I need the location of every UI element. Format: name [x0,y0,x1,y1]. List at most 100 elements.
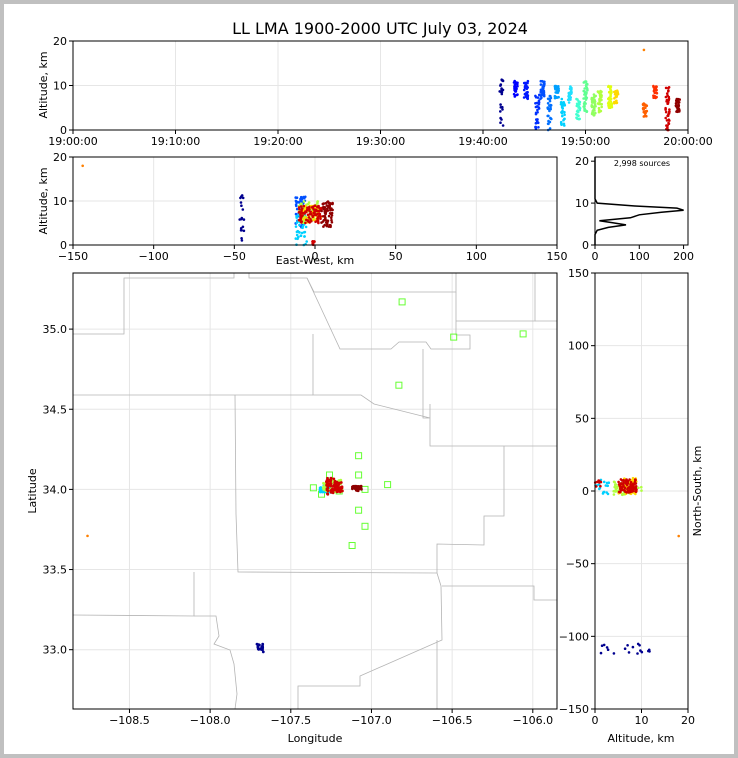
lightning-source [620,493,624,496]
lightning-source [261,650,265,654]
lightning-source [305,210,308,214]
lightning-source [316,201,319,205]
lightning-source [549,107,552,111]
time-axis-tick-label: 19:50:00 [561,135,610,148]
lightning-source [316,220,320,224]
lightning-source [332,477,336,481]
lightning-source [606,492,610,496]
lightning-source [609,87,612,91]
lightning-source [637,486,640,490]
lightning-source [238,218,241,221]
lightning-source [331,208,334,212]
lightning-source [499,103,502,106]
altitude-histogram-line [594,157,684,245]
lightning-source [583,107,586,110]
plan-view-grid [73,273,557,709]
ew-axis-tick-label: 100 [466,250,487,263]
lightning-source [600,644,604,647]
lightning-source [563,110,566,114]
sensor-station-marker [309,484,317,492]
lightning-source [546,122,550,126]
time-axis-tick-label: 19:40:00 [458,135,507,148]
lightning-source [513,95,517,98]
longitude-axis-tick-label: −108.0 [190,714,231,727]
lightning-source [642,48,646,52]
lightning-source [594,485,598,488]
lightning-source [569,91,572,95]
lightning-source [241,208,245,211]
lightning-source [311,242,315,245]
lightning-source [604,484,608,487]
plan-view-xlabel: Longitude [288,732,343,745]
lightning-source [308,212,312,216]
lightning-source [666,102,669,105]
lightning-source [578,117,581,121]
count-axis-tick-label: 100 [629,250,650,263]
lightning-source [667,118,671,121]
lightning-source [499,106,503,109]
lightning-source [512,92,516,96]
lightning-source [297,211,301,214]
lightning-source [258,643,261,647]
lightning-source [596,90,600,93]
lightning-source [303,230,307,234]
lightning-source [304,225,308,229]
lightning-source [514,88,518,91]
lightning-source [240,194,244,197]
county-boundary [234,394,505,574]
time-altitude-ylabel: Altitude, km [37,51,50,118]
lightning-source [607,84,610,88]
lightning-source [304,216,307,219]
lightning-source [667,121,670,125]
lightning-source [360,487,363,491]
lightning-source [626,487,629,491]
lightning-source [593,95,596,99]
lightning-source [539,83,543,86]
lightning-source [600,90,603,94]
lightning-source [575,97,578,101]
lightning-source [524,93,527,96]
count-axis-tick-label: 0 [592,250,599,263]
lightning-source [624,490,627,494]
lightning-source [314,220,317,223]
lightning-source [239,227,243,230]
lightning-source [629,480,633,484]
lightning-source [516,81,519,85]
lightning-source [305,240,309,243]
lightning-source [610,103,614,107]
lightning-source [330,490,334,493]
lightning-source [554,84,558,88]
lightning-source [317,204,320,208]
sensor-station-marker [519,330,527,338]
lightning-source [539,91,543,94]
altitude-axis-tick-label: 0 [582,239,589,252]
lightning-source [648,650,651,653]
county-boundary [73,273,235,335]
lightning-source [499,83,503,86]
lightning-source [319,217,322,220]
lightning-source [560,97,564,101]
sensor-station-marker [395,381,403,389]
lightning-source [294,203,298,207]
lightning-source [667,89,670,92]
lightning-source [513,79,516,83]
lightning-source [634,490,638,494]
lightning-source [536,96,540,99]
lightning-source [501,124,505,127]
altitude-axis-tick-label: 20 [681,714,695,727]
lightning-source [677,534,680,538]
altitude-axis-tick-label: 20 [53,35,67,48]
lightning-source [329,209,332,212]
lightning-source [605,646,609,649]
lightning-source [542,91,546,94]
lightning-source [335,480,339,484]
latitude-axis-tick-label: 35.0 [43,323,68,336]
lightning-source [548,127,552,130]
lightning-source [608,106,612,109]
lightning-source [610,90,613,93]
ew-axis-tick-label: 50 [389,250,403,263]
lightning-source [635,488,638,491]
lightning-source [631,645,635,649]
